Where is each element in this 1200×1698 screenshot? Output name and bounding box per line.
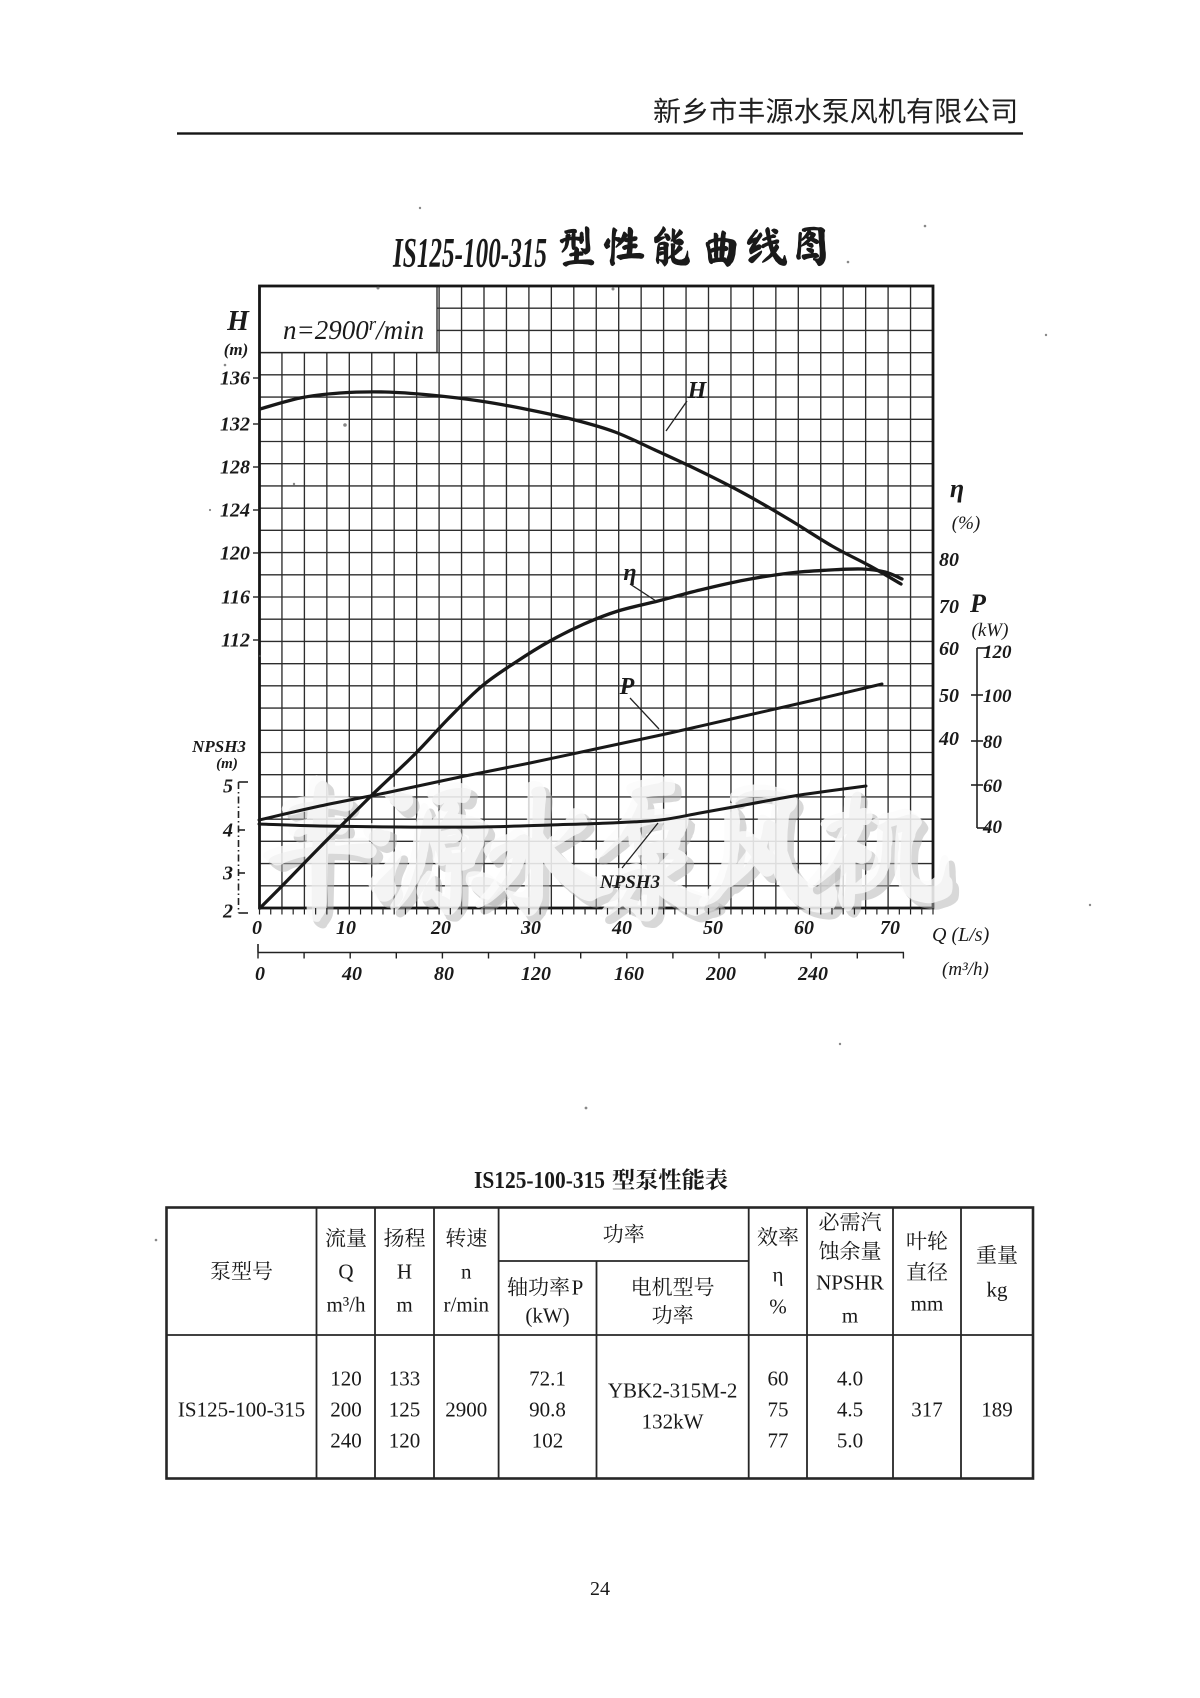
svg-text:120: 120 (521, 963, 551, 985)
svg-text:200: 200 (330, 1398, 362, 1422)
svg-text:(%): (%) (952, 513, 980, 534)
svg-text:m: m (396, 1293, 412, 1317)
svg-text:102: 102 (532, 1429, 564, 1453)
svg-text:m³/h: m³/h (327, 1293, 366, 1317)
svg-text:116: 116 (221, 587, 250, 609)
svg-text:(kW): (kW) (972, 620, 1009, 641)
svg-text:80: 80 (939, 549, 959, 571)
svg-text:24: 24 (590, 1578, 610, 1600)
svg-text:η: η (773, 1263, 784, 1287)
svg-text:189: 189 (981, 1398, 1013, 1422)
svg-text:Q (L/s): Q (L/s) (932, 924, 990, 946)
svg-text:160: 160 (614, 963, 644, 985)
svg-text:50: 50 (703, 917, 723, 939)
svg-text:60: 60 (939, 638, 959, 660)
svg-text:%: % (769, 1295, 787, 1319)
svg-text:r/min: r/min (444, 1293, 490, 1317)
svg-text:120: 120 (330, 1367, 362, 1391)
svg-text:112: 112 (221, 630, 250, 652)
svg-text:kg: kg (987, 1278, 1009, 1302)
svg-text:77: 77 (768, 1429, 789, 1453)
svg-text:4: 4 (222, 820, 233, 842)
svg-text:60: 60 (768, 1367, 789, 1391)
svg-text:80: 80 (983, 732, 1003, 753)
svg-text:2: 2 (222, 901, 233, 923)
svg-text:75: 75 (768, 1398, 789, 1422)
svg-text:P: P (619, 674, 635, 700)
svg-text:5.0: 5.0 (837, 1429, 863, 1453)
svg-text:30: 30 (520, 917, 541, 939)
svg-text:m: m (842, 1304, 858, 1328)
svg-text:H: H (226, 306, 250, 337)
svg-text:124: 124 (220, 500, 250, 522)
svg-text:72.1: 72.1 (529, 1367, 566, 1391)
svg-text:70: 70 (880, 917, 900, 939)
svg-text:50: 50 (939, 685, 959, 707)
svg-text:3: 3 (222, 863, 233, 885)
svg-text:125: 125 (389, 1398, 421, 1422)
svg-text:120: 120 (983, 642, 1012, 663)
svg-text:80: 80 (434, 963, 454, 985)
svg-text:40: 40 (341, 963, 362, 985)
svg-text:100: 100 (983, 686, 1012, 707)
svg-text:(m): (m) (224, 340, 249, 359)
svg-text:mm: mm (911, 1292, 944, 1316)
svg-text:H: H (397, 1260, 412, 1284)
svg-text:(m³/h): (m³/h) (942, 959, 989, 980)
svg-text:200: 200 (705, 963, 736, 985)
svg-text:60: 60 (794, 917, 814, 939)
svg-text:40: 40 (611, 917, 632, 939)
svg-text:NPSHR: NPSHR (816, 1271, 884, 1295)
svg-text:(kW): (kW) (525, 1304, 569, 1328)
svg-text:120: 120 (389, 1429, 421, 1453)
svg-text:4.5: 4.5 (837, 1398, 863, 1422)
svg-text:NPSH3: NPSH3 (191, 737, 246, 756)
svg-text:n=2900r/min: n=2900r/min (283, 314, 424, 345)
svg-text:240: 240 (330, 1429, 362, 1453)
svg-text:0: 0 (255, 963, 265, 985)
svg-text:H: H (687, 378, 708, 404)
svg-text:IS125-100-315: IS125-100-315 (392, 231, 547, 277)
svg-text:Q: Q (338, 1260, 353, 1284)
svg-text:0: 0 (252, 917, 262, 939)
svg-text:40: 40 (982, 817, 1003, 838)
svg-text:10: 10 (336, 917, 356, 939)
svg-text:(m): (m) (216, 756, 238, 772)
svg-text:132kW: 132kW (642, 1410, 704, 1434)
svg-text:317: 317 (911, 1398, 943, 1422)
svg-text:P: P (572, 1276, 584, 1300)
svg-text:η: η (950, 474, 964, 503)
svg-text:2900: 2900 (445, 1398, 487, 1422)
svg-text:20: 20 (430, 917, 451, 939)
svg-text:NPSH3: NPSH3 (599, 872, 660, 893)
svg-text:P: P (969, 589, 987, 618)
svg-text:5: 5 (223, 776, 233, 798)
svg-text:n: n (461, 1260, 472, 1284)
svg-text:132: 132 (220, 414, 250, 436)
svg-text:120: 120 (220, 543, 250, 565)
svg-text:90.8: 90.8 (529, 1398, 566, 1422)
svg-text:240: 240 (797, 963, 828, 985)
svg-text:IS125-100-315: IS125-100-315 (178, 1398, 305, 1422)
svg-text:70: 70 (939, 596, 959, 618)
svg-text:136: 136 (220, 368, 250, 390)
svg-text:60: 60 (983, 776, 1003, 797)
svg-text:IS125-100-315: IS125-100-315 (474, 1168, 605, 1194)
svg-text:YBK2-315M-2: YBK2-315M-2 (608, 1379, 738, 1403)
svg-text:4.0: 4.0 (837, 1367, 863, 1391)
svg-text:40: 40 (938, 728, 959, 750)
svg-text:133: 133 (389, 1367, 421, 1391)
svg-text:128: 128 (220, 457, 250, 479)
svg-text:η: η (623, 560, 636, 586)
